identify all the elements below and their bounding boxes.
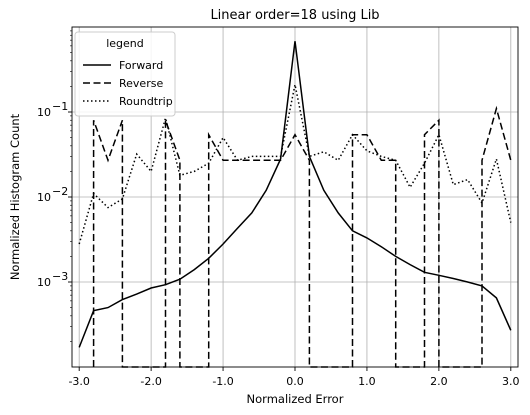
legend-label-forward: Forward — [119, 59, 163, 72]
x-axis: -3.0 -2.0 -1.0 0.0 1.0 2.0 3.0 — [68, 367, 520, 388]
y-tick-label-exponent: −1 — [52, 100, 68, 113]
y-tick-label: 10 −3 — [37, 270, 68, 289]
legend-entries: Forward Reverse Roundtrip — [83, 59, 173, 108]
y-axis-label: Normalized Histogram Count — [8, 113, 22, 280]
y-tick-label-exponent: −2 — [52, 185, 68, 198]
x-tick-label: 1.0 — [358, 375, 376, 388]
legend-label-roundtrip: Roundtrip — [119, 95, 173, 108]
x-tick-label: -3.0 — [68, 375, 89, 388]
y-tick-label-base: 10 — [37, 276, 51, 289]
legend-box — [74, 31, 176, 117]
y-tick-label: 10 −2 — [37, 185, 68, 204]
legend-title: legend — [106, 37, 144, 50]
legend: legend Forward Reverse Roundtrip — [74, 31, 176, 117]
x-tick-label: -1.0 — [212, 375, 233, 388]
chart-title: Linear order=18 using Lib — [210, 8, 379, 23]
y-tick-label-exponent: −3 — [52, 270, 68, 283]
x-tick-label: 3.0 — [502, 375, 520, 388]
y-tick-label-base: 10 — [37, 191, 51, 204]
x-tick-label: 0.0 — [286, 375, 304, 388]
legend-label-reverse: Reverse — [119, 77, 163, 90]
series-line-forward — [78, 41, 512, 348]
x-axis-label: Normalized Error — [247, 392, 344, 406]
x-tick-label: -2.0 — [140, 375, 161, 388]
x-tick-label: 2.0 — [430, 375, 448, 388]
y-tick-label: 10 −1 — [37, 100, 68, 119]
y-axis: 10−310−210−1 — [37, 30, 72, 342]
series-line-reverse — [92, 105, 512, 368]
y-tick-label-base: 10 — [37, 106, 51, 119]
